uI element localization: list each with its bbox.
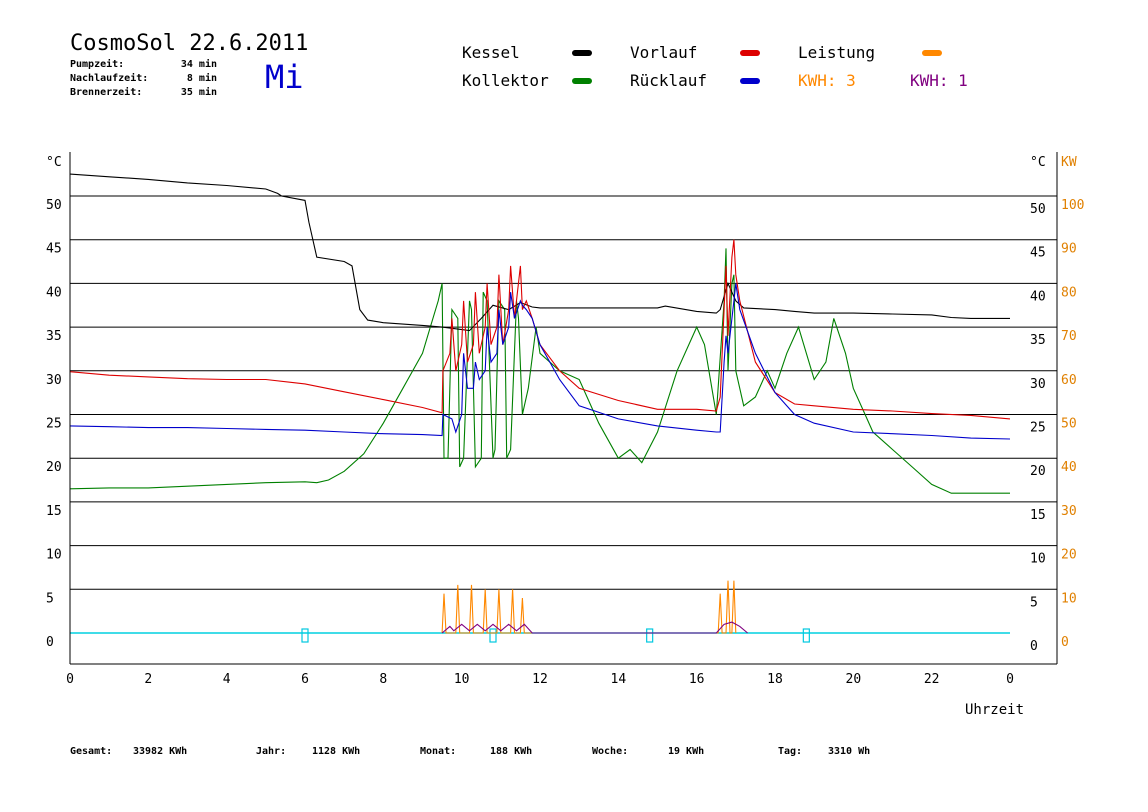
event-marker: [802, 628, 810, 643]
kw-tick: 20: [1061, 548, 1077, 563]
kw-series-line-0: [441, 580, 737, 634]
y-tick-left: 10: [46, 548, 62, 563]
kw-tick: 60: [1061, 373, 1077, 388]
y-axis-label-left: °C: [46, 155, 62, 170]
footer-tag-label: Tag:: [778, 746, 802, 757]
y-tick-right: 20: [1030, 464, 1046, 479]
y-tick-left: 20: [46, 460, 62, 475]
legend-kwh-solar: KWH: 3: [798, 71, 856, 90]
x-tick: 20: [846, 672, 862, 687]
legend-label-kessel: Kessel: [462, 43, 520, 62]
stat-label-nachlauf: Nachlaufzeit:: [70, 72, 148, 84]
y-axis-label-right: °C: [1030, 155, 1046, 170]
y-tick-left: 45: [46, 242, 62, 257]
weekday-label: Mi: [265, 58, 304, 96]
y-tick-left: 50: [46, 198, 62, 213]
footer-gesamt-label: Gesamt:: [70, 746, 112, 757]
y-tick-left: 25: [46, 417, 62, 432]
kw-tick: 40: [1061, 460, 1077, 475]
footer-jahr-value: 1128 KWh: [312, 746, 360, 757]
y-tick-right: 5: [1030, 595, 1038, 610]
footer-tag-value: 3310 Wh: [828, 746, 870, 757]
x-tick: 22: [924, 672, 940, 687]
y-tick-left: 30: [46, 373, 62, 388]
kw-tick: 30: [1061, 504, 1077, 519]
y-tick-right: 15: [1030, 508, 1046, 523]
y-tick-right: 25: [1030, 421, 1046, 436]
stat-label-brenner: Brennerzeit:: [70, 86, 142, 98]
y-tick-right: 10: [1030, 552, 1046, 567]
footer-gesamt-value: 33982 KWh: [133, 746, 187, 757]
y-tick-left: 15: [46, 504, 62, 519]
x-tick: 0: [66, 672, 74, 687]
y-tick-right: 30: [1030, 377, 1046, 392]
legend-kwh-burner: KWH: 1: [910, 71, 968, 90]
event-marker: [646, 628, 654, 643]
footer-jahr-label: Jahr:: [256, 746, 286, 757]
stat-value-nachlauf: 8 min: [187, 72, 217, 84]
kw-tick: 90: [1061, 242, 1077, 257]
chart-title: CosmoSol 22.6.2011: [70, 31, 308, 56]
series-line-ruecklauf: [69, 283, 1011, 440]
x-tick: 10: [454, 672, 470, 687]
kw-tick: 80: [1061, 285, 1077, 300]
footer-woche-label: Woche:: [592, 746, 628, 757]
x-axis-label: Uhrzeit: [965, 702, 1024, 718]
y-tick-left: 0: [46, 635, 54, 650]
series-line-vorlauf: [69, 239, 1011, 420]
kw-series-line-1: [441, 621, 748, 634]
x-tick: 2: [144, 672, 152, 687]
event-marker: [301, 628, 309, 643]
footer-woche-value: 19 KWh: [668, 746, 704, 757]
y-tick-left: 5: [46, 591, 54, 606]
y-tick-right: 50: [1030, 202, 1046, 217]
x-tick: 14: [611, 672, 627, 687]
stat-label-pump: Pumpzeit:: [70, 58, 124, 70]
x-tick: 4: [223, 672, 231, 687]
kw-axis-label: KW: [1061, 155, 1077, 170]
y-tick-right: 0: [1030, 639, 1038, 654]
x-tick: 0: [1006, 672, 1014, 687]
legend-label-vorlauf: Vorlauf: [630, 43, 697, 62]
kw-tick: 100: [1061, 198, 1084, 213]
event-marker: [489, 628, 497, 643]
x-tick: 18: [767, 672, 783, 687]
legend-label-leistung: Leistung: [798, 43, 875, 62]
series-line-kollektor: [69, 248, 1010, 494]
series-line-kessel: [69, 173, 1010, 332]
kw-tick: 50: [1061, 417, 1077, 432]
legend-label-kollektor: Kollektor: [462, 71, 549, 90]
stat-value-pump: 34 min: [181, 58, 217, 70]
kw-tick: 0: [1061, 635, 1069, 650]
kw-tick: 70: [1061, 329, 1077, 344]
legend-label-ruecklauf: Rücklauf: [630, 71, 707, 90]
y-tick-left: 40: [46, 285, 62, 300]
y-tick-right: 35: [1030, 333, 1046, 348]
footer-monat-label: Monat:: [420, 746, 456, 757]
y-tick-left: 35: [46, 329, 62, 344]
x-tick: 8: [379, 672, 387, 687]
stat-value-brenner: 35 min: [181, 86, 217, 98]
x-tick: 12: [532, 672, 548, 687]
y-tick-right: 40: [1030, 289, 1046, 304]
kw-tick: 10: [1061, 591, 1077, 606]
footer-monat-value: 188 KWh: [490, 746, 532, 757]
x-tick: 6: [301, 672, 309, 687]
x-tick: 16: [689, 672, 705, 687]
y-tick-right: 45: [1030, 246, 1046, 261]
